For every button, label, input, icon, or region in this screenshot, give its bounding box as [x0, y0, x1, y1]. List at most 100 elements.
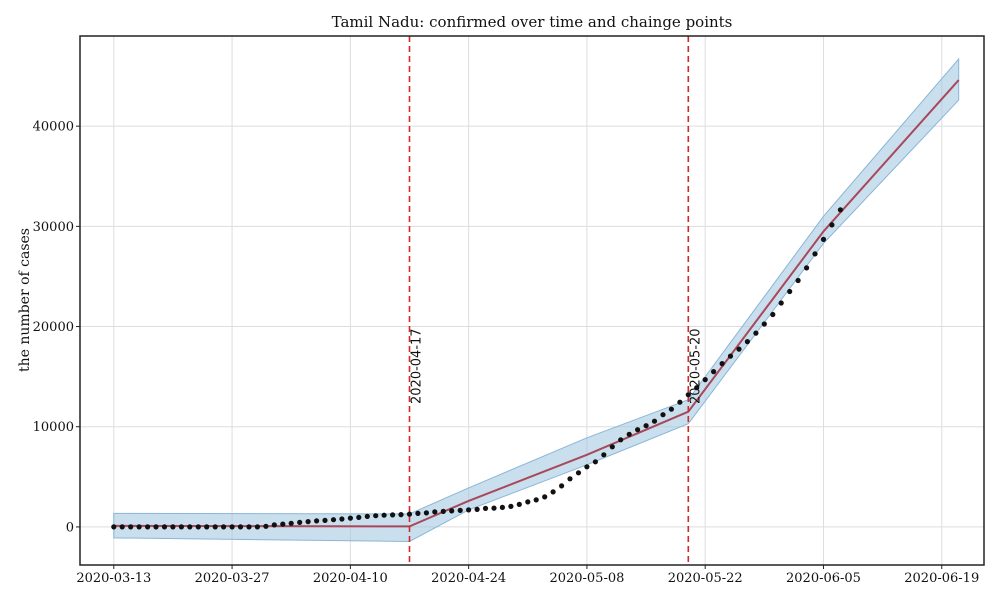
data-point [457, 507, 463, 513]
y-tick-label: 40000 [33, 120, 74, 135]
data-point [694, 385, 700, 391]
data-point [795, 277, 801, 284]
data-point [491, 505, 497, 511]
data-point [601, 452, 607, 458]
x-tick-label: 2020-05-08 [549, 571, 624, 586]
data-point [635, 427, 641, 433]
y-tick-label: 30000 [33, 220, 74, 235]
y-tick-label: 20000 [33, 320, 74, 335]
data-point [364, 513, 370, 520]
data-point [161, 524, 168, 530]
observed-points-layer [111, 207, 844, 530]
data-point [288, 520, 294, 526]
data-point [525, 499, 531, 505]
data-point [685, 392, 691, 398]
data-point [314, 518, 320, 524]
data-point [533, 497, 539, 503]
data-point [584, 464, 590, 470]
data-point [195, 524, 201, 530]
data-point [482, 505, 489, 511]
data-point [550, 489, 556, 495]
data-point [432, 509, 438, 515]
x-tick-label: 2020-04-24 [431, 571, 506, 586]
data-point [626, 431, 632, 437]
data-point [347, 515, 353, 521]
data-point [111, 524, 117, 530]
y-axis-ticks: 0 10000 20000 30000 40000 [33, 120, 80, 535]
data-point [753, 330, 759, 336]
plot-frame [79, 35, 985, 566]
data-point [609, 444, 615, 450]
data-point [415, 510, 421, 516]
x-tick-label: 2020-05-22 [668, 571, 743, 586]
data-point [829, 222, 835, 228]
data-point [305, 519, 311, 525]
data-point [212, 524, 218, 530]
data-point [271, 522, 277, 528]
y-axis-label: the number of cases [17, 228, 33, 372]
y-tick-label: 10000 [33, 420, 74, 435]
chart-title: Tamil Nadu: confirmed over time and chai… [332, 13, 733, 31]
data-point [153, 524, 159, 530]
data-point [406, 511, 413, 517]
data-point [618, 437, 624, 443]
grid [80, 36, 984, 565]
data-point [322, 517, 328, 524]
data-point [466, 507, 472, 513]
x-tick-label: 2020-03-13 [76, 571, 151, 586]
data-point [254, 524, 260, 530]
change-point-label: 2020-04-17 [409, 328, 424, 404]
data-point [356, 514, 362, 521]
data-point [145, 524, 151, 530]
data-point [449, 508, 455, 514]
data-point [499, 504, 505, 510]
data-point [280, 521, 286, 527]
data-point [508, 503, 514, 509]
data-point [474, 506, 480, 512]
y-tick-label: 0 [66, 520, 74, 535]
data-point [246, 524, 252, 530]
data-point [719, 361, 725, 367]
data-point [263, 523, 269, 529]
confidence-band-layer [113, 57, 960, 543]
data-point [770, 311, 776, 318]
data-point [702, 377, 708, 383]
data-point [398, 511, 404, 518]
data-point [339, 516, 345, 522]
data-point [812, 251, 818, 257]
data-point [575, 470, 582, 476]
data-point [711, 369, 717, 375]
data-point [381, 512, 387, 518]
data-point [229, 524, 235, 530]
data-point [744, 339, 751, 345]
data-point [660, 412, 666, 418]
data-point [237, 524, 244, 530]
data-point [373, 513, 379, 519]
data-point [330, 517, 337, 523]
x-tick-label: 2020-06-19 [904, 571, 979, 586]
data-point [820, 236, 827, 242]
data-point [567, 476, 573, 482]
data-point [787, 288, 793, 295]
data-point [668, 406, 675, 412]
data-point [804, 265, 810, 271]
data-point [736, 346, 742, 352]
data-point [761, 321, 767, 327]
data-point [390, 512, 396, 518]
data-point [651, 418, 658, 424]
data-point [187, 524, 193, 530]
data-point [170, 524, 176, 530]
x-axis-ticks: 2020-03-13 2020-03-27 2020-04-10 2020-04-24… [76, 565, 979, 586]
data-point [119, 524, 125, 530]
data-point [837, 207, 844, 213]
data-point [778, 300, 784, 306]
data-point [221, 524, 227, 530]
data-point [559, 483, 565, 489]
data-point [516, 501, 522, 507]
uncertainty-band [113, 57, 960, 543]
data-point [643, 423, 649, 429]
data-point [297, 519, 303, 526]
x-tick-label: 2020-03-27 [195, 571, 270, 586]
